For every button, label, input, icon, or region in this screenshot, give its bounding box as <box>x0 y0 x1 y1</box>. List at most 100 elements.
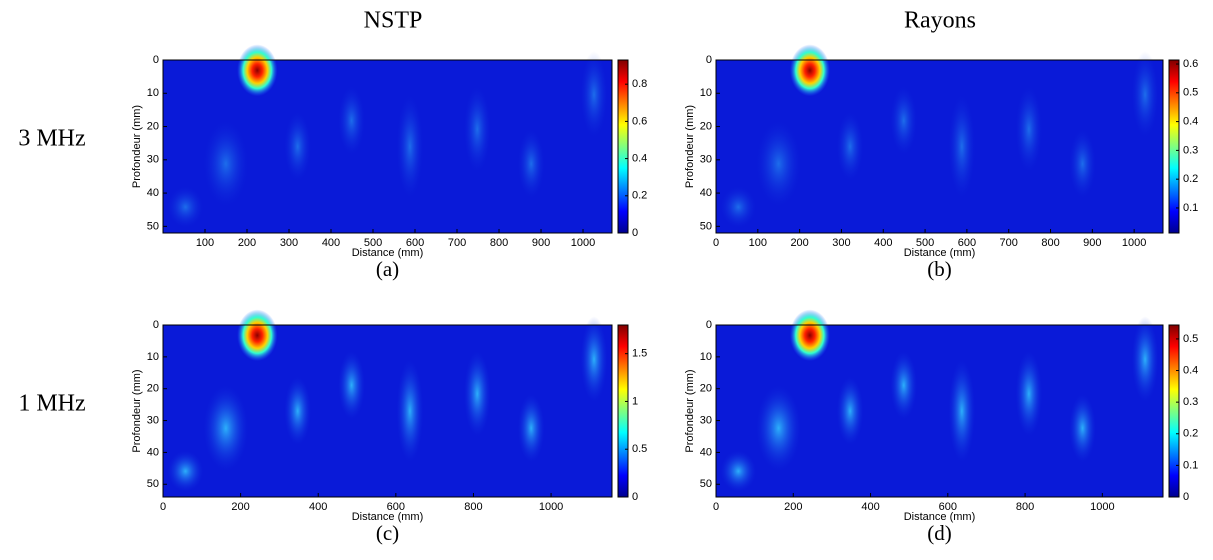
y-tick-label: 50 <box>700 478 712 490</box>
y-tick-label: 50 <box>147 220 159 232</box>
colorbar-tick-label: 0.2 <box>1183 173 1198 185</box>
heatmap-texture <box>203 120 249 208</box>
plot-frame <box>715 59 1164 234</box>
x-tick-label: 1000 <box>1090 501 1114 513</box>
colorbar <box>617 324 629 498</box>
x-tick-label: 600 <box>406 237 424 249</box>
colorbar-tick-label: 0.6 <box>632 115 647 127</box>
heatmap-texture <box>836 376 864 446</box>
colorbar-tick-label: 0.6 <box>1183 58 1198 70</box>
x-tick-label: 0 <box>713 237 719 249</box>
hotspot <box>789 309 830 362</box>
x-tick-label: 900 <box>532 237 550 249</box>
colorbar-tick-label: 0.4 <box>1183 116 1198 128</box>
colorbar-tick-label: 0.1 <box>1183 202 1198 214</box>
colorbar-tick-label: 0.8 <box>632 78 647 90</box>
x-tick-label: 1000 <box>539 501 563 513</box>
heatmap-texture <box>580 51 608 138</box>
heatmap-texture <box>756 120 801 208</box>
heatmap-texture <box>720 186 757 228</box>
x-tick-label: 800 <box>490 237 508 249</box>
heatmap-texture <box>1131 316 1159 403</box>
colorbar-tick-label: 0.2 <box>632 190 647 202</box>
heatmap-texture <box>203 385 249 472</box>
hotspot <box>789 44 830 97</box>
x-tick-label: 0 <box>713 501 719 513</box>
row-label: 1 MHz <box>18 391 85 417</box>
x-tick-label: 0 <box>160 501 166 513</box>
heatmap-texture <box>338 85 366 156</box>
x-tick-label: 100 <box>749 237 767 249</box>
subfigure-caption: (c) <box>376 521 399 545</box>
heatmap-texture <box>1131 51 1159 138</box>
colorbar-tick-label: 0.4 <box>1183 364 1198 376</box>
colorbar-tick-label: 0.1 <box>1183 459 1198 471</box>
colorbar-tick-label: 0 <box>632 227 638 239</box>
x-tick-label: 500 <box>916 237 934 249</box>
y-tick-label: 50 <box>147 478 159 490</box>
heatmap-texture <box>517 393 545 463</box>
heatmap-texture <box>517 129 545 199</box>
colorbar-tick-label: 0.3 <box>1183 396 1198 408</box>
heatmap-texture <box>284 376 312 446</box>
heatmap-texture <box>720 450 757 492</box>
y-tick-label: 0 <box>153 54 159 66</box>
plot-frame <box>162 59 613 234</box>
x-axis-label: Distance (mm) <box>352 247 424 259</box>
x-tick-label: 600 <box>939 501 957 513</box>
y-axis-label: Profondeur (mm) <box>131 369 143 452</box>
heatmap-texture <box>890 85 918 156</box>
column-title: Rayons <box>904 8 976 34</box>
plot-frame <box>715 324 1164 498</box>
x-tick-label: 300 <box>280 237 298 249</box>
y-tick-label: 20 <box>147 120 159 132</box>
heatmap-texture <box>580 316 608 403</box>
x-axis-label: Distance (mm) <box>352 511 424 523</box>
y-tick-label: 30 <box>147 154 159 166</box>
heatmap-texture <box>338 350 366 420</box>
y-tick-label: 10 <box>147 87 159 99</box>
y-tick-label: 30 <box>700 154 712 166</box>
plot-frame <box>162 324 613 498</box>
y-tick-label: 50 <box>700 220 712 232</box>
colorbar-tick-label: 0 <box>632 491 638 503</box>
y-tick-label: 0 <box>706 319 712 331</box>
y-tick-label: 40 <box>700 187 712 199</box>
x-tick-label: 400 <box>309 501 327 513</box>
heatmap-texture <box>463 350 491 437</box>
heatmap-texture <box>284 111 312 182</box>
y-tick-label: 10 <box>700 87 712 99</box>
x-tick-label: 200 <box>231 501 249 513</box>
subfigure-caption: (d) <box>927 521 952 545</box>
heatmap-texture <box>1069 393 1096 463</box>
y-axis-label: Profondeur (mm) <box>684 369 696 452</box>
colorbar-tick-label: 0.2 <box>1183 428 1198 440</box>
heatmap-texture <box>756 385 801 472</box>
y-tick-label: 40 <box>147 446 159 458</box>
x-tick-label: 800 <box>1041 237 1059 249</box>
heatmap-texture <box>948 94 976 199</box>
x-tick-label: 400 <box>874 237 892 249</box>
x-tick-label: 1000 <box>571 237 595 249</box>
heatmap-texture <box>396 359 424 463</box>
heatmap-texture <box>948 359 976 463</box>
x-tick-label: 400 <box>322 237 340 249</box>
x-tick-label: 500 <box>364 237 382 249</box>
x-tick-label: 300 <box>832 237 850 249</box>
y-tick-label: 20 <box>700 383 712 395</box>
x-axis-label: Distance (mm) <box>904 247 976 259</box>
y-axis-label: Profondeur (mm) <box>684 105 696 188</box>
heatmap-texture <box>1015 85 1043 173</box>
subfigure-caption: (b) <box>927 257 952 281</box>
colorbar-tick-label: 1 <box>632 395 638 407</box>
colorbar <box>1168 324 1180 498</box>
y-tick-label: 40 <box>147 187 159 199</box>
x-tick-label: 200 <box>790 237 808 249</box>
x-tick-label: 900 <box>1083 237 1101 249</box>
x-tick-label: 600 <box>387 501 405 513</box>
colorbar-tick-label: 1.5 <box>632 348 647 360</box>
heatmap-texture <box>1015 350 1043 437</box>
row-label: 3 MHz <box>18 126 85 152</box>
colorbar-tick-label: 0.3 <box>1183 144 1198 156</box>
